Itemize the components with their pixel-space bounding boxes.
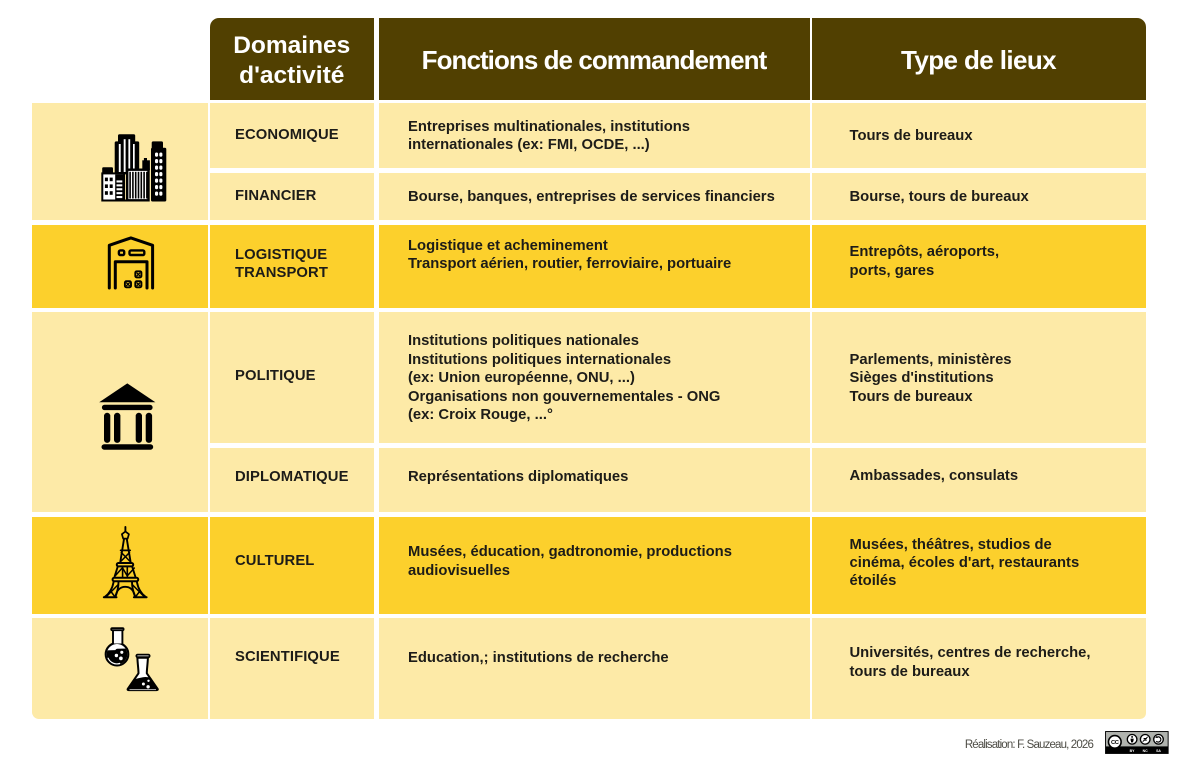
svg-text:SA: SA <box>1156 749 1161 753</box>
svg-text:NC: NC <box>1143 749 1149 753</box>
svg-text:CC: CC <box>1111 740 1120 746</box>
svg-text:BY: BY <box>1130 749 1136 753</box>
